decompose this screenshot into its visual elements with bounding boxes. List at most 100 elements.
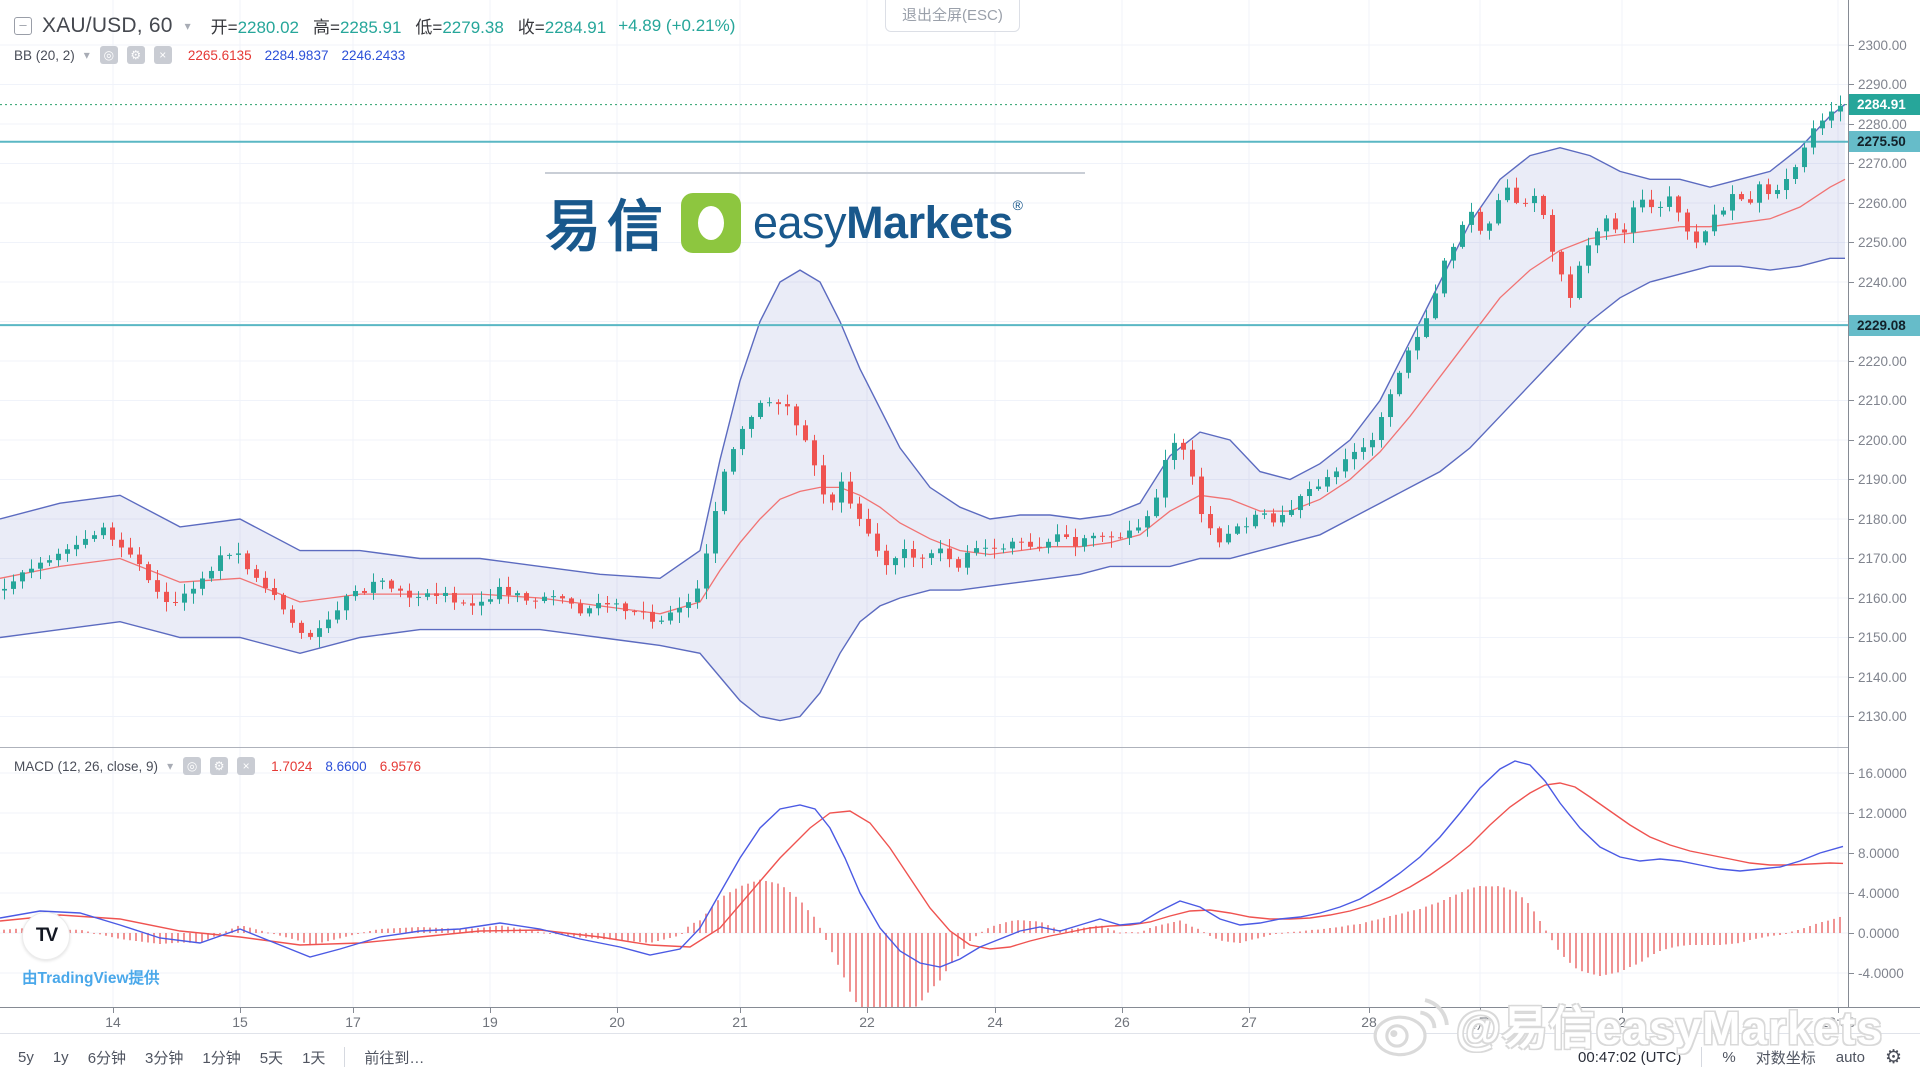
exit-fullscreen-button[interactable]: 退出全屏(ESC) [885, 0, 1020, 32]
range-button-3分钟[interactable]: 3分钟 [145, 1049, 184, 1067]
tradingview-logo-icon[interactable]: TV [22, 912, 70, 960]
price-axis-label: 2250.00 [1849, 234, 1907, 252]
price-axis[interactable]: 2300.00 2290.00 2280.00 2270.00 2260.00 2250.… [1848, 0, 1920, 1033]
time-tick [1122, 1008, 1123, 1013]
range-button-5天[interactable]: 5天 [259, 1049, 284, 1067]
price-axis-label: 12.0000 [1849, 804, 1907, 822]
time-tick [1480, 1008, 1481, 1013]
price-axis-label: -4.0000 [1849, 964, 1904, 982]
toolbar-divider [344, 1047, 346, 1067]
time-tick [1249, 1008, 1250, 1013]
close-icon[interactable]: × [153, 46, 172, 64]
bb-indicator-legend: BB (20, 2) ▾ ◎ ⚙ × 2265.6135 2284.9837 2… [14, 46, 405, 64]
chevron-down-icon[interactable]: ▾ [167, 759, 174, 773]
price-axis-label: 2240.00 [1849, 273, 1907, 291]
time-tick [353, 1008, 354, 1013]
time-axis-label: 2 [1618, 1014, 1626, 1030]
time-tick [867, 1008, 868, 1013]
time-axis-label: 4月 [1469, 1016, 1491, 1032]
bb-basis-value: 2265.6135 [187, 47, 252, 63]
ohlc-values: 开=2280.02 高=2285.91 低=2279.38 收=2284.91 [211, 13, 607, 38]
range-button-1y[interactable]: 1y [52, 1048, 69, 1066]
time-tick [1838, 1008, 1839, 1013]
range-button-1分钟[interactable]: 1分钟 [202, 1049, 241, 1067]
price-axis-label: 8.0000 [1849, 844, 1899, 862]
price-axis-label: 2220.00 [1849, 352, 1907, 370]
price-axis-label: 16.0000 [1849, 764, 1907, 782]
time-tick [740, 1008, 741, 1013]
bb-upper-value: 2284.9837 [264, 47, 329, 63]
time-axis[interactable]: 14 15 17 19 20 21 22 24 26 27 28 4月 2 12:00 [0, 1007, 1920, 1034]
goto-date-button[interactable]: 前往到… [364, 1049, 425, 1067]
price-change: +4.89 (+0.21%) [618, 15, 736, 35]
open-value: 2280.02 [237, 18, 300, 37]
price-axis-label: 2140.00 [1849, 668, 1907, 686]
tradingview-attribution-link[interactable]: 由TradingView提供 [22, 970, 160, 987]
time-tick [995, 1008, 996, 1013]
price-axis-label: 2200.00 [1849, 431, 1907, 449]
close-label: 收= [517, 18, 545, 37]
time-tick [113, 1008, 114, 1013]
close-icon[interactable]: × [237, 757, 256, 775]
range-button-6分钟[interactable]: 6分钟 [87, 1049, 127, 1067]
symbol-legend: – XAU/USD, 60 ▾ 开=2280.02 高=2285.91 低=22… [14, 13, 735, 38]
collapse-pane-icon[interactable]: – [14, 16, 32, 35]
time-axis-label: 14 [105, 1014, 121, 1030]
last-price-tag: 2284.91 [1849, 94, 1920, 116]
time-axis-label: 19 [482, 1014, 498, 1030]
time-tick [617, 1008, 618, 1013]
time-axis-label: 12:00 [1820, 1014, 1856, 1030]
time-axis-label: 28 [1361, 1014, 1377, 1030]
candlestick-chart-canvas[interactable] [0, 0, 1848, 1007]
chevron-down-icon[interactable]: ▾ [83, 48, 90, 62]
low-value: 2279.38 [442, 18, 504, 37]
price-axis-label: 2280.00 [1849, 115, 1907, 133]
high-label: 高= [313, 18, 340, 37]
gear-icon[interactable]: ⚙ [126, 46, 145, 64]
price-axis-label: 2130.00 [1849, 708, 1907, 726]
auto-scale-button[interactable]: auto [1835, 1048, 1865, 1066]
time-axis-label: 17 [345, 1014, 361, 1030]
bottom-toolbar: 5y 1y 6分钟 3分钟 1分钟 5天 1天 前往到… 00:47:02 (UTC) % … [0, 1033, 1920, 1080]
time-tick [240, 1008, 241, 1013]
time-tick [1369, 1008, 1370, 1013]
price-axis-label: 2160.00 [1849, 589, 1907, 607]
clock[interactable]: 00:47:02 (UTC) [1578, 1048, 1682, 1066]
price-axis-label: 2170.00 [1849, 550, 1907, 568]
range-buttons: 5y 1y 6分钟 3分钟 1分钟 5天 1天 [18, 1047, 325, 1068]
level-price-tag: 2275.50 [1849, 131, 1920, 153]
time-axis-label: 21 [732, 1014, 748, 1030]
price-axis-label: 2150.00 [1849, 629, 1907, 647]
price-axis-label: 2210.00 [1849, 392, 1907, 410]
log-scale-button[interactable]: 对数坐标 [1755, 1049, 1816, 1067]
eye-icon[interactable]: ◎ [183, 757, 202, 775]
price-axis-label: 2180.00 [1849, 510, 1907, 528]
price-axis-label: 2260.00 [1849, 194, 1907, 212]
range-button-5y[interactable]: 5y [18, 1048, 34, 1066]
price-axis-label: 0.0000 [1849, 924, 1899, 942]
price-axis-label: 2270.00 [1849, 155, 1907, 173]
price-axis-label: 2290.00 [1849, 76, 1907, 94]
percent-scale-button[interactable]: % [1722, 1048, 1736, 1066]
pane-separator[interactable] [0, 747, 1920, 748]
gear-icon[interactable]: ⚙ [210, 757, 229, 775]
level-price-tag: 2229.08 [1849, 314, 1920, 336]
open-label: 开= [210, 18, 238, 37]
symbol-title: XAU/USD, 60 [42, 13, 173, 37]
chevron-down-icon[interactable]: ▾ [184, 18, 191, 33]
time-tick [1622, 1008, 1623, 1013]
macd-label: MACD (12, 26, close, 9) [14, 758, 159, 774]
settings-gear-icon[interactable]: ⚙ [1884, 1046, 1902, 1068]
time-tick [490, 1008, 491, 1013]
macd-line-value: 8.6600 [325, 758, 367, 774]
close-value: 2284.91 [544, 18, 607, 37]
macd-indicator-legend: MACD (12, 26, close, 9) ▾ ◎ ⚙ × 1.7024 8… [14, 757, 421, 775]
time-axis-label: 15 [232, 1014, 248, 1030]
price-axis-label: 2190.00 [1849, 471, 1907, 489]
tradingview-attribution: TV 由TradingView提供 [22, 912, 160, 988]
range-button-1天[interactable]: 1天 [302, 1049, 326, 1067]
toolbar-divider [1701, 1047, 1703, 1067]
eye-icon[interactable]: ◎ [99, 46, 118, 64]
macd-histogram-value: 1.7024 [271, 758, 313, 774]
